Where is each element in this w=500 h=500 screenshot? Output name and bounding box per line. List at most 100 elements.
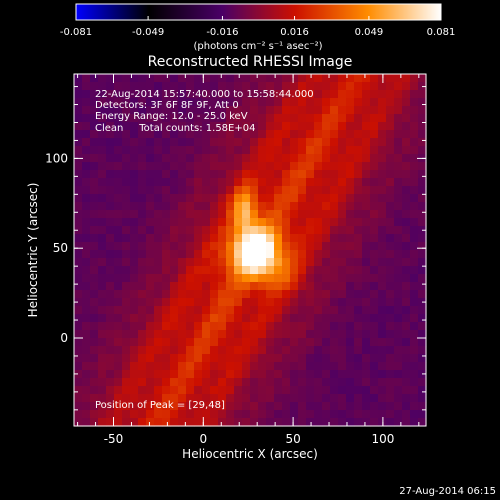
- heatmap-cell: [162, 154, 171, 163]
- heatmap-cell: [378, 178, 387, 187]
- heatmap-cell: [370, 346, 379, 355]
- heatmap-cell: [418, 330, 427, 339]
- heatmap-cell: [250, 186, 259, 195]
- heatmap-cell: [98, 74, 107, 83]
- heatmap-cell: [202, 226, 211, 235]
- heatmap-cell: [146, 178, 155, 187]
- heatmap-cell: [82, 194, 91, 203]
- heatmap-cell: [362, 146, 371, 155]
- heatmap-cell: [322, 410, 331, 419]
- heatmap-cell: [322, 418, 331, 427]
- heatmap-cell: [122, 346, 131, 355]
- heatmap-cell: [234, 82, 243, 91]
- heatmap-cell: [370, 274, 379, 283]
- heatmap-cell: [266, 154, 275, 163]
- heatmap-cell: [122, 274, 131, 283]
- heatmap-cell: [234, 114, 243, 123]
- heatmap-cell: [218, 354, 227, 363]
- heatmap-cell: [346, 178, 355, 187]
- heatmap-cell: [282, 282, 291, 291]
- heatmap-cell: [338, 90, 347, 99]
- heatmap-cell: [146, 282, 155, 291]
- heatmap-cell: [314, 130, 323, 139]
- heatmap-cell: [258, 394, 267, 403]
- heatmap-cell: [290, 322, 299, 331]
- heatmap-cell: [114, 274, 123, 283]
- heatmap-cell: [122, 298, 131, 307]
- heatmap-cell: [370, 314, 379, 323]
- heatmap-cell: [314, 138, 323, 147]
- heatmap-cell: [378, 170, 387, 179]
- heatmap-cell: [210, 306, 219, 315]
- observation-info: 22-Aug-2014 15:57:40.000 to 15:58:44.000…: [95, 89, 314, 134]
- heatmap-cell: [186, 346, 195, 355]
- colorbar-gradient: [76, 4, 441, 20]
- heatmap-cell: [90, 258, 99, 267]
- heatmap-cell: [218, 410, 227, 419]
- heatmap-cell: [306, 242, 315, 251]
- heatmap-cell: [146, 410, 155, 419]
- heatmap-cell: [138, 282, 147, 291]
- heatmap-cell: [98, 154, 107, 163]
- heatmap-cell: [90, 138, 99, 147]
- heatmap-cell: [274, 330, 283, 339]
- heatmap-cell: [186, 378, 195, 387]
- heatmap-cell: [74, 322, 83, 331]
- heatmap-cell: [106, 322, 115, 331]
- heatmap-cell: [218, 250, 227, 259]
- heatmap-cell: [298, 82, 307, 91]
- heatmap-cell: [378, 234, 387, 243]
- heatmap-cell: [186, 186, 195, 195]
- heatmap-cell: [130, 130, 139, 139]
- heatmap-cell: [226, 90, 235, 99]
- heatmap-cell: [82, 322, 91, 331]
- heatmap-cell: [394, 82, 403, 91]
- heatmap-cell: [354, 362, 363, 371]
- heatmap-cell: [130, 194, 139, 203]
- heatmap-cell: [146, 338, 155, 347]
- chart-title: Reconstructed RHESSI Image: [148, 54, 353, 70]
- heatmap-cell: [370, 266, 379, 275]
- heatmap-cell: [386, 178, 395, 187]
- heatmap-cell: [210, 210, 219, 219]
- heatmap-cell: [266, 250, 275, 259]
- heatmap-cell: [250, 154, 259, 163]
- heatmap-cell: [266, 330, 275, 339]
- heatmap-cell: [218, 146, 227, 155]
- heatmap-cell: [378, 202, 387, 211]
- heatmap-cell: [98, 378, 107, 387]
- heatmap-cell: [378, 146, 387, 155]
- heatmap-cell: [226, 242, 235, 251]
- heatmap-cell: [266, 226, 275, 235]
- heatmap-cell: [138, 338, 147, 347]
- heatmap-cell: [338, 338, 347, 347]
- heatmap-cell: [266, 74, 275, 83]
- x-axis-label: Heliocentric X (arcsec): [182, 447, 318, 461]
- heatmap-cell: [162, 122, 171, 131]
- heatmap-cell: [394, 322, 403, 331]
- heatmap-cell: [210, 386, 219, 395]
- heatmap-cell: [218, 266, 227, 275]
- heatmap-cell: [402, 242, 411, 251]
- heatmap-cell: [194, 346, 203, 355]
- heatmap-cell: [194, 386, 203, 395]
- heatmap-cell: [226, 82, 235, 91]
- heatmap-cell: [170, 98, 179, 107]
- heatmap-cell: [386, 362, 395, 371]
- heatmap-cell: [202, 282, 211, 291]
- heatmap-cell: [410, 298, 419, 307]
- heatmap-cell: [322, 186, 331, 195]
- heatmap-cell: [154, 298, 163, 307]
- heatmap-cell: [210, 346, 219, 355]
- heatmap-cell: [210, 298, 219, 307]
- heatmap-cell: [306, 306, 315, 315]
- heatmap-cell: [202, 194, 211, 203]
- heatmap-cell: [226, 162, 235, 171]
- heatmap-cell: [106, 170, 115, 179]
- heatmap-cell: [90, 74, 99, 83]
- heatmap-cell: [402, 298, 411, 307]
- heatmap-cell: [218, 290, 227, 299]
- heatmap-cell: [378, 210, 387, 219]
- heatmap-cell: [106, 250, 115, 259]
